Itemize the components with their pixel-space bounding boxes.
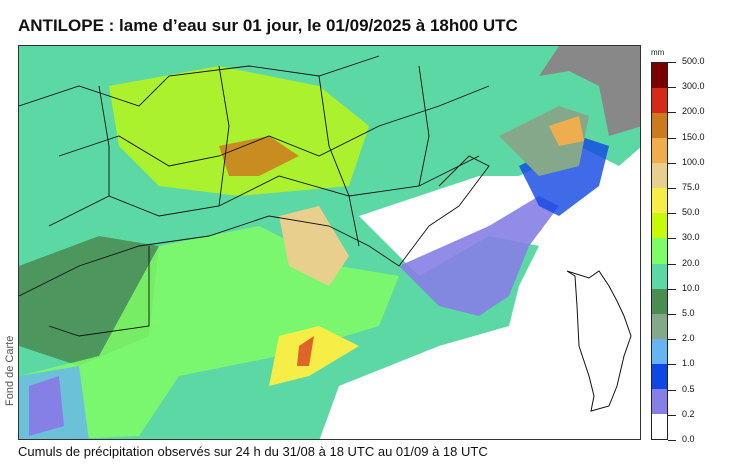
legend-bin [652, 188, 667, 214]
map-title: ANTILOPE : lame d’eau sur 01 jour, le 01… [18, 16, 518, 35]
legend-tick-label: 1.0 [668, 358, 695, 368]
legend-tick-label: 75.0 [668, 182, 700, 192]
legend-tick-label: 0.2 [668, 409, 695, 419]
legend-tick-label: 5.0 [668, 308, 695, 318]
map-layer [19, 46, 640, 439]
legend-unit: mm [651, 48, 665, 57]
legend-tick-label: 10.0 [668, 283, 700, 293]
legend-tick-label: 150.0 [668, 132, 705, 142]
legend-bin [652, 163, 667, 189]
precipitation-map [18, 45, 641, 440]
legend-tick-label: 200.0 [668, 106, 705, 116]
legend-tick-label: 300.0 [668, 81, 705, 91]
map-caption: Cumuls de précipitation observés sur 24 … [18, 444, 488, 459]
light-rain-area [399, 196, 559, 316]
color-legend [651, 62, 668, 440]
legend-bin [652, 88, 667, 114]
legend-tick-label: 50.0 [668, 207, 700, 217]
legend-bin [652, 63, 667, 89]
legend-bin [652, 338, 667, 364]
legend-tick-label: 20.0 [668, 258, 700, 268]
legend-bin [652, 213, 667, 239]
legend-bin [652, 238, 667, 264]
legend-bin [652, 113, 667, 139]
legend-tick-label: 100.0 [668, 157, 705, 167]
corsica-outline [566, 270, 632, 412]
no-data-area [539, 46, 640, 136]
legend-bin [652, 388, 667, 414]
legend-tick-label: 0.5 [668, 384, 695, 394]
legend-bin [652, 363, 667, 389]
sea-no-rain [319, 146, 640, 439]
legend-tick-label: 2.0 [668, 333, 695, 343]
map-credit: Fond de Carte [4, 335, 16, 406]
legend-bin [652, 263, 667, 289]
legend-tick-label: 0.0 [668, 434, 695, 444]
department-borders [19, 55, 490, 337]
legend-bin [652, 138, 667, 164]
legend-bin [652, 313, 667, 339]
legend-bin [652, 288, 667, 314]
legend-bin [652, 413, 667, 439]
legend-tick-label: 500.0 [668, 56, 705, 66]
legend-tick-label: 30.0 [668, 232, 700, 242]
